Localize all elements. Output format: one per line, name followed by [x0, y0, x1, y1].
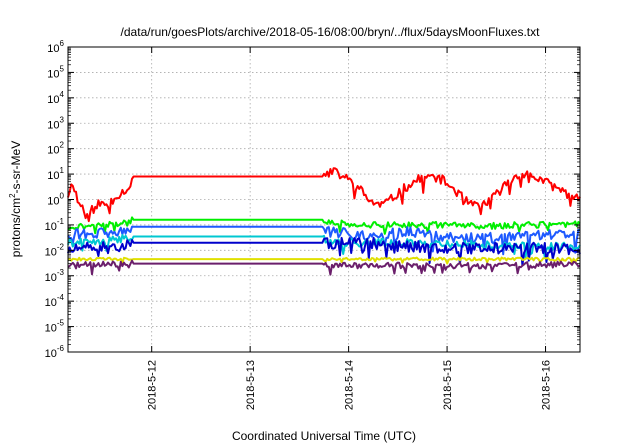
y-tick-base: 10 [47, 145, 59, 157]
x-tick-label: 2018-5-14 [344, 360, 356, 410]
series-line-6 [67, 256, 581, 265]
y-tick-base: 10 [45, 221, 57, 233]
y-tick-label: 105 [47, 64, 64, 80]
y-tick-label: 10-4 [45, 293, 65, 309]
x-tick-label: 2018-5-15 [442, 360, 454, 410]
grid [68, 47, 580, 352]
y-tick-exponent: 6 [60, 39, 65, 48]
x-axis-label: Coordinated Universal Time (UTC) [232, 429, 416, 443]
y-tick-exponent: -3 [57, 268, 65, 277]
y-tick-base: 10 [45, 246, 57, 258]
y-axis-label-sup: 2 [8, 193, 17, 198]
y-axis-label: protons/cm2-s-sr-MeV [8, 141, 23, 257]
y-tick-label: 10-3 [45, 268, 65, 284]
y-tick-base: 10 [45, 348, 57, 360]
y-tick-base: 10 [45, 272, 57, 284]
y-tick-label: 103 [47, 115, 64, 131]
series-line-5 [67, 236, 581, 267]
y-tick-label: 10-1 [45, 217, 65, 233]
series-group [67, 167, 581, 276]
series-line-3 [67, 225, 581, 256]
y-tick-base: 10 [45, 323, 57, 335]
y-tick-exponent: 3 [60, 115, 65, 124]
y-tick-label: 100 [47, 192, 64, 208]
y-tick-label: 106 [47, 39, 64, 55]
y-tick-exponent: 4 [60, 90, 65, 99]
y-tick-base: 10 [45, 297, 57, 309]
y-tick-label: 101 [47, 166, 64, 182]
y-tick-base: 10 [47, 68, 59, 80]
y-tick-label: 10-2 [45, 242, 65, 258]
y-tick-label: 10-6 [45, 344, 65, 360]
y-tick-label: 104 [47, 90, 64, 106]
y-tick-base: 10 [47, 94, 59, 106]
x-tick-label: 2018-5-16 [541, 360, 553, 410]
y-tick-base: 10 [47, 43, 59, 55]
y-tick-base: 10 [47, 196, 59, 208]
series-line-7 [67, 259, 581, 276]
y-tick-exponent: -6 [57, 344, 65, 353]
y-tick-label: 10-5 [45, 319, 65, 335]
series-line-1 [67, 167, 581, 223]
y-tick-label: 102 [47, 141, 64, 157]
y-tick-exponent: -4 [57, 293, 65, 302]
y-tick-exponent: 0 [60, 192, 65, 201]
y-tick-exponent: -2 [57, 242, 65, 251]
series-line-2 [67, 216, 581, 235]
y-axis-label-pre: protons/cm [9, 198, 23, 257]
y-tick-exponent: -1 [57, 217, 65, 226]
y-tick-base: 10 [47, 119, 59, 131]
x-axis: 2018-5-12 2018-5-13 2018-5-14 2018-5-15 2018… [147, 47, 553, 410]
chart-title: /data/run/goesPlots/archive/2018-05-16/0… [121, 25, 541, 39]
y-tick-exponent: 2 [60, 141, 65, 150]
y-axis-label-post: -s-sr-MeV [9, 141, 23, 194]
y-tick-exponent: 5 [60, 64, 65, 73]
y-axis: 10610510410310210110010-110-210-310-410-… [45, 39, 580, 360]
x-tick-label: 2018-5-12 [147, 360, 159, 410]
y-tick-exponent: 1 [60, 166, 65, 175]
y-tick-exponent: -5 [57, 319, 65, 328]
x-tick-label: 2018-5-13 [245, 360, 257, 410]
y-tick-base: 10 [47, 170, 59, 182]
